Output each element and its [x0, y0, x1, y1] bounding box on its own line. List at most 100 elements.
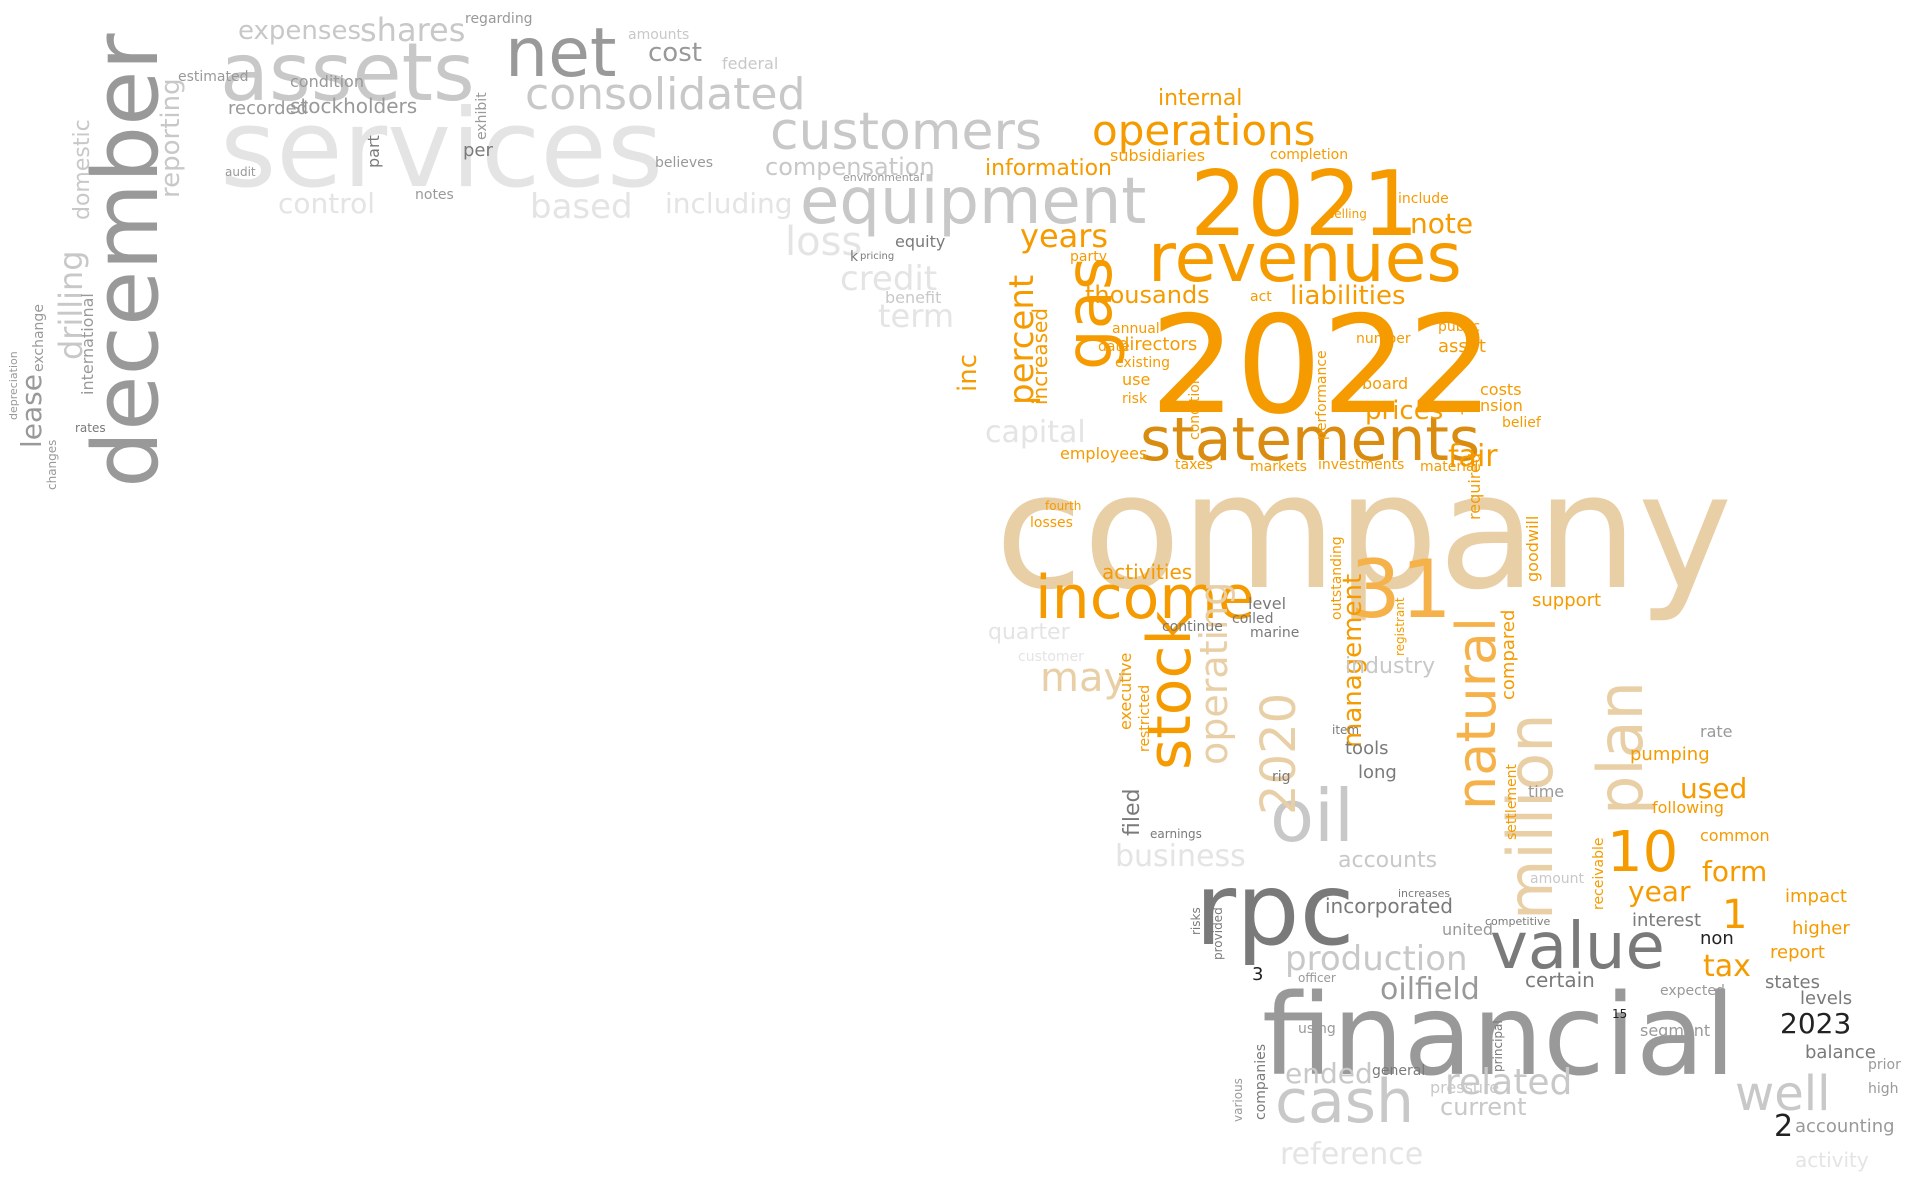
word-receivable: receivable — [1591, 837, 1607, 910]
word-amounts: amounts — [628, 27, 690, 43]
word-1: 1 — [1722, 892, 1748, 938]
word-based: based — [530, 187, 633, 227]
word-exhibit: exhibit — [474, 92, 490, 140]
word-may: may — [1040, 655, 1128, 701]
word-reporting: reporting — [156, 78, 186, 198]
word-audit: audit — [225, 165, 256, 179]
word-following: following — [1652, 798, 1724, 817]
word-used: used — [1680, 772, 1748, 805]
word-settlement: settlement — [1504, 763, 1520, 840]
word-consolidated: consolidated — [525, 69, 806, 120]
word-pumping: pumping — [1630, 744, 1710, 765]
word-existing: existing — [1115, 355, 1170, 371]
word-higher: higher — [1792, 918, 1850, 939]
word-income: income — [1035, 563, 1255, 633]
word-year: year — [1628, 875, 1691, 908]
word-2020: 2020 — [1251, 692, 1307, 815]
word-2: 2 — [1774, 1109, 1794, 1144]
word-condition: condition — [290, 72, 364, 91]
word-level: level — [1248, 594, 1287, 613]
word-information: information — [985, 156, 1112, 181]
word-provided: provided — [1211, 907, 1225, 960]
word-changes: changes — [45, 439, 59, 490]
word-balance: balance — [1805, 1042, 1876, 1063]
word-required: required — [1465, 452, 1484, 520]
word-services: services — [220, 87, 664, 212]
word-fair: fair — [1448, 439, 1498, 474]
word-support: support — [1532, 590, 1602, 611]
word-activities: activities — [1102, 560, 1193, 584]
word-exchange: exchange — [31, 304, 47, 372]
word-impact: impact — [1785, 886, 1847, 907]
word-rpc: rpc — [1195, 851, 1355, 968]
word-segment: segment — [1640, 1021, 1711, 1040]
word-prices: prices — [1365, 396, 1444, 426]
word-financial: financial — [1262, 971, 1736, 1101]
word-capital: capital — [985, 415, 1086, 450]
word-estimated: estimated — [178, 69, 249, 85]
word-oilfield: oilfield — [1380, 972, 1480, 1007]
word-31: 31 — [1350, 543, 1452, 636]
word-statements: statements — [1140, 405, 1481, 475]
word-public: public — [1438, 319, 1481, 335]
word-amount: amount — [1530, 871, 1585, 887]
word-accounting: accounting — [1795, 1116, 1895, 1137]
word-party: party — [1070, 249, 1107, 265]
word-cost: cost — [648, 38, 702, 68]
word-2022: 2022 — [1150, 287, 1494, 444]
word-outstanding: outstanding — [1329, 536, 1345, 620]
word-3: 3 — [1252, 964, 1264, 985]
word-industry: industry — [1345, 654, 1436, 679]
word-fourth: fourth — [1045, 499, 1082, 513]
word-equity: equity — [895, 232, 946, 251]
word-marine: marine — [1250, 625, 1300, 641]
word-prior: prior — [1868, 1057, 1901, 1073]
word-current: current — [1440, 1093, 1527, 1121]
word-compensation: compensation — [765, 153, 935, 181]
word-years: years — [1020, 217, 1109, 255]
word-date: date — [1098, 339, 1130, 355]
word-believes: believes — [655, 155, 714, 171]
word-compared: compared — [1498, 609, 1519, 700]
word-use: use — [1122, 370, 1151, 389]
word-belief: belief — [1502, 415, 1541, 431]
word-environmental: environmental — [843, 171, 923, 184]
word-levels: levels — [1800, 988, 1853, 1009]
word-natural: natural — [1445, 616, 1508, 810]
word-conditions: conditions — [1187, 367, 1203, 440]
word-revenues: revenues — [1148, 219, 1462, 298]
word-company: company — [995, 438, 1733, 625]
word-earnings: earnings — [1150, 827, 1202, 841]
word-business: business — [1115, 839, 1246, 874]
word-common: common — [1700, 826, 1770, 845]
word-general: general — [1372, 1063, 1426, 1079]
word-ended: ended — [1285, 1057, 1373, 1090]
word-rig: rig — [1272, 769, 1291, 785]
word-competitive: competitive — [1485, 915, 1551, 928]
word-united: united — [1442, 920, 1493, 939]
word-internal: internal — [1158, 86, 1243, 111]
word-k: k — [850, 249, 859, 265]
word-cash: cash — [1275, 1067, 1415, 1137]
word-related: related — [1445, 1062, 1573, 1103]
word-states: states — [1765, 972, 1820, 993]
word-10: 10 — [1607, 820, 1679, 885]
word-recorded: recorded — [228, 98, 308, 119]
word-investments: investments — [1318, 457, 1405, 473]
word-accounts: accounts — [1338, 848, 1438, 873]
word-coiled: coiled — [1232, 611, 1274, 627]
word-note: note — [1410, 207, 1474, 240]
word-interest: interest — [1632, 910, 1702, 931]
word-costs: costs — [1480, 380, 1522, 399]
word-subsidiaries: subsidiaries — [1110, 146, 1206, 165]
word-tools: tools — [1345, 738, 1389, 759]
word-expected: expected — [1660, 983, 1725, 999]
word-reference: reference — [1280, 1137, 1424, 1172]
word-taxes: taxes — [1175, 457, 1213, 473]
word-act: act — [1250, 289, 1272, 305]
word-risks: risks — [1189, 907, 1203, 935]
word-liabilities: liabilities — [1290, 281, 1406, 311]
word-per: per — [463, 140, 493, 161]
word-increases: increases — [1398, 887, 1451, 900]
word-completion: completion — [1270, 147, 1349, 163]
